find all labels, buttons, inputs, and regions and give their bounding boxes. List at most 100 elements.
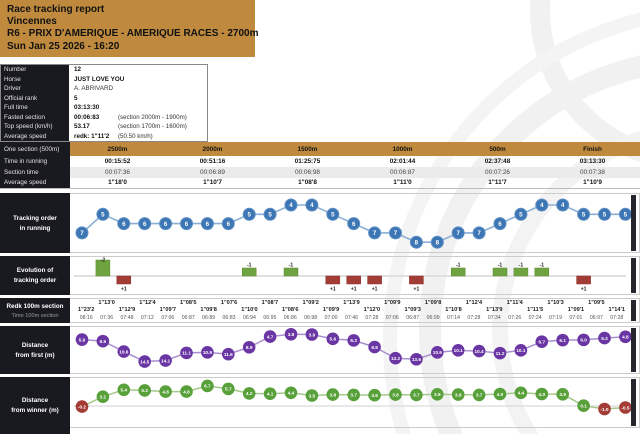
table-cell: 1"11'7 (488, 179, 507, 187)
svg-text:4: 4 (310, 202, 314, 209)
time-value: 07:46 (344, 315, 358, 321)
svg-text:11.2: 11.2 (496, 351, 505, 356)
time-value: 07:06 (385, 315, 399, 321)
redk-value: 1"07'6 (220, 300, 238, 306)
info-value: 03:13:30 (74, 104, 100, 111)
table-cell: 00:07:36 (70, 166, 165, 178)
info-value: 12 (74, 66, 82, 73)
table-cell: 00:07:26 (450, 166, 545, 178)
svg-text:3.8: 3.8 (455, 392, 462, 397)
chart-winner-series: -0.2 3.1 5.4 5.2 4.8 4.8 6.7 5.7 4.2 4.1 4.4 3.5 3.8… (75, 379, 632, 416)
svg-text:3.7: 3.7 (350, 393, 357, 398)
svg-text:+1: +1 (414, 287, 420, 293)
info-row: Full time 03:13:30 (1, 103, 207, 113)
redk-column: 1"14'1 07:28 (607, 299, 627, 322)
svg-text:3.7: 3.7 (476, 393, 483, 398)
svg-text:4.0: 4.0 (539, 392, 546, 397)
table-cell: 00:07:38 (545, 166, 640, 178)
right-scroll-strip (631, 300, 636, 321)
table-cell: 1"10'9 (583, 179, 602, 187)
evolution-bars: -2 +1 -1 -1 +1 +1 +1 +1 -1 -1 -1 -1 +1 (95, 258, 591, 293)
info-row: Average speed redk: 1"11'2 (50.50 km/h) (1, 131, 207, 141)
svg-text:6.0: 6.0 (580, 338, 587, 343)
svg-text:6: 6 (185, 221, 189, 228)
distance-from-first-label: Distance from first (m) (0, 326, 70, 374)
info-note: (section 1700m - 1600m) (118, 123, 187, 130)
svg-text:3.8: 3.8 (392, 392, 399, 397)
redk-value: 1"09'9 (322, 307, 340, 313)
svg-text:5.3: 5.3 (601, 336, 608, 341)
svg-text:4.1: 4.1 (267, 392, 274, 397)
svg-text:8.9: 8.9 (246, 345, 253, 350)
section-table-row: Time in running 00:15:52 00:51:16 01:25:75 0… (0, 156, 640, 167)
time-value: 07:06 (161, 315, 175, 321)
svg-text:5.6: 5.6 (330, 337, 337, 342)
tracking-order-chart: 7 5 6 6 6 6 6 6 5 5 4 4 5 6 7 7 8 8 7 7 6 5 4 4 5 5 5 (70, 193, 640, 253)
column-header: Finish (545, 142, 640, 156)
svg-text:5.4: 5.4 (121, 388, 128, 393)
evolution-chart: -2 +1 -1 -1 +1 +1 +1 +1 -1 -1 -1 -1 +1 (70, 256, 640, 295)
svg-text:6: 6 (352, 221, 356, 228)
svg-text:3.5: 3.5 (309, 393, 316, 398)
svg-text:5: 5 (268, 212, 272, 219)
report-header: Race tracking report Vincennes R6 - PRIX… (0, 0, 259, 57)
redk-value: 1"09'5 (588, 300, 605, 306)
svg-text:5: 5 (582, 212, 586, 219)
venue-name: Vincennes (7, 16, 57, 28)
redk-column: 1"10'3 07:19 (545, 299, 565, 322)
row-label: Time in running (0, 156, 70, 167)
svg-text:7: 7 (80, 230, 84, 237)
distance-from-winner-chart: -0.2 3.1 5.4 5.2 4.8 4.8 6.7 5.7 4.2 4.1 4.4 3.5 3.8… (70, 377, 640, 428)
redk-column: 1"09'3 06:87 (403, 299, 423, 322)
svg-text:-1.0: -1.0 (600, 407, 608, 412)
svg-text:+1: +1 (372, 287, 378, 293)
time-value: 06:97 (589, 315, 603, 321)
info-row: Horse JUST LOVE YOU (1, 74, 207, 84)
redk-100m-values: 1"23'2 08:16 1"13'0 07:36 1"12'9 07:48 1"12'4 0… (70, 298, 640, 323)
svg-text:-1: -1 (519, 263, 524, 269)
svg-text:-1: -1 (498, 263, 503, 269)
time-value: 07:01 (569, 315, 583, 321)
info-label: Official rank (1, 93, 69, 103)
redk-value: 1"08'6 (282, 307, 299, 313)
redk-value: 1"10'3 (547, 300, 564, 306)
section-table-row: Section time 00:07:36 00:06:89 00:06:98 00:0… (0, 166, 640, 178)
svg-text:-2: -2 (101, 258, 106, 264)
redk-column: 1"09'5 06:97 (586, 299, 606, 322)
time-value: 06:89 (202, 315, 216, 321)
svg-text:3.7: 3.7 (413, 393, 420, 398)
svg-text:-1: -1 (540, 263, 545, 269)
distance-from-winner-label: Distance from winner (m) (0, 377, 70, 434)
svg-text:3.1: 3.1 (100, 395, 107, 400)
redk-100m-row: Redk 100m section Time 100m section 1"23… (0, 298, 640, 323)
tracking-order-label: Tracking order in running (0, 193, 70, 253)
svg-text:6.5: 6.5 (100, 339, 107, 344)
svg-text:4.0: 4.0 (497, 392, 504, 397)
redk-value: 1"12'4 (139, 300, 156, 306)
evolution-label: Evolution of tracking order (0, 256, 70, 295)
redk-value: 1"09'1 (567, 307, 585, 313)
table-cell: 00:06:98 (260, 166, 355, 178)
redk-value: 1"13'0 (98, 300, 115, 306)
svg-text:4.8: 4.8 (162, 389, 169, 394)
svg-text:5: 5 (624, 212, 628, 219)
redk-value: 1"10'0 (241, 307, 258, 313)
svg-text:10.1: 10.1 (516, 348, 526, 353)
svg-text:6: 6 (206, 221, 210, 228)
redk-value: 1"12'9 (118, 307, 136, 313)
redk-value: 1"09'7 (159, 307, 177, 313)
horse-info-panel: Number 12 Horse JUST LOVE YOU Driver A. ABRIV… (0, 64, 208, 142)
time-value: 07:28 (610, 315, 624, 321)
svg-text:-1: -1 (247, 263, 252, 269)
time-value: 07:19 (549, 315, 563, 321)
section-table-corner-label: One section (500m) (0, 142, 70, 156)
redk-column: 1"09'8 06:89 (198, 299, 218, 322)
redk-column: 1"13'9 07:46 (341, 299, 361, 322)
redk-column: 1"09'9 07:00 (321, 299, 341, 322)
svg-text:10.9: 10.9 (203, 350, 213, 355)
svg-text:3.9: 3.9 (309, 332, 316, 337)
info-value: redk: 1"11'2 (74, 132, 110, 140)
right-scroll-strip (631, 258, 636, 293)
